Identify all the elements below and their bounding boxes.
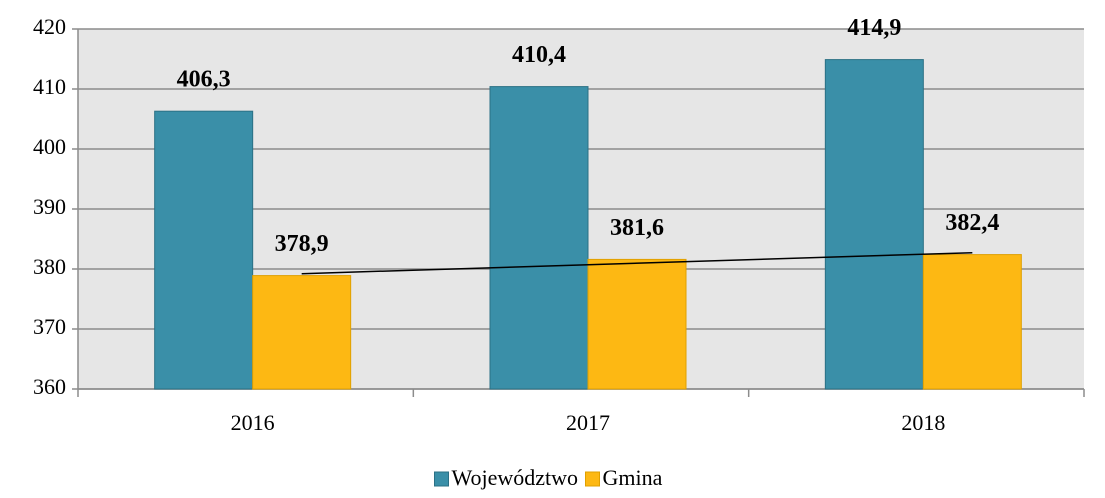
y-tick-label: 360 bbox=[33, 374, 66, 399]
value-label: 382,4 bbox=[945, 210, 999, 236]
value-label: 381,6 bbox=[610, 215, 664, 241]
bar bbox=[489, 86, 589, 390]
bar bbox=[252, 275, 352, 390]
y-tick-label: 400 bbox=[33, 134, 66, 159]
trendline bbox=[301, 251, 973, 275]
bar bbox=[824, 59, 924, 390]
legend-swatch bbox=[434, 471, 449, 487]
value-label: 410,4 bbox=[512, 42, 566, 68]
value-label: 378,9 bbox=[275, 231, 329, 257]
legend-label: Województwo bbox=[452, 465, 579, 490]
value-label: 406,3 bbox=[177, 67, 231, 93]
value-label: 414,9 bbox=[847, 15, 901, 41]
y-tick-label: 410 bbox=[33, 74, 66, 99]
x-tick-label: 2018 bbox=[901, 410, 945, 435]
bar bbox=[922, 254, 1022, 390]
x-tick-label: 2017 bbox=[566, 410, 610, 435]
y-tick-label: 420 bbox=[33, 14, 66, 39]
bar bbox=[587, 258, 687, 390]
y-tick-label: 390 bbox=[33, 194, 66, 219]
bar bbox=[154, 110, 254, 390]
y-tick-label: 370 bbox=[33, 314, 66, 339]
x-tick-label: 2016 bbox=[231, 410, 275, 435]
legend-label: Gmina bbox=[603, 465, 663, 490]
legend-swatch bbox=[585, 471, 600, 487]
y-tick-label: 380 bbox=[33, 254, 66, 279]
